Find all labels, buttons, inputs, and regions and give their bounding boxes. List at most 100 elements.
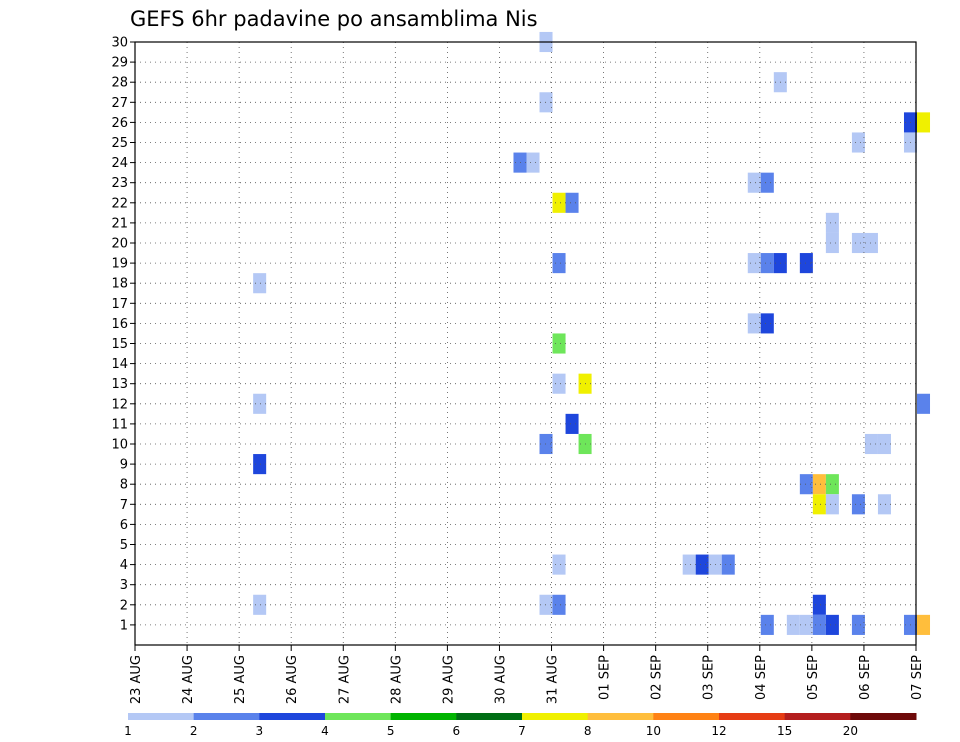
x-tick-label: 28 AUG [389,655,404,704]
colorbar-swatch [587,713,654,720]
precip-cell [825,614,839,635]
y-tick-label: 1 [120,618,128,633]
precip-cell [864,433,878,455]
colorbar-label: 15 [777,724,792,738]
y-tick-label: 19 [111,257,128,272]
precip-cell [917,112,931,133]
precip-cell [825,212,839,233]
x-tick-label: 24 AUG [181,655,196,704]
y-tick-label: 17 [111,297,128,312]
y-tick-label: 21 [111,216,128,231]
precip-cell [812,494,826,515]
colorbar-swatch [193,713,260,720]
x-tick-label: 01 SEP [598,655,613,700]
x-tick-label: 05 SEP [806,655,821,700]
precip-cell [552,333,566,354]
precip-cell [747,172,761,193]
precip-cell [786,614,800,635]
precip-cell [877,433,891,455]
colorbar-swatch [128,713,195,720]
x-tick-label: 26 AUG [285,655,300,704]
precip-cell [851,232,865,254]
x-tick-label: 30 AUG [493,655,508,704]
y-tick-label: 30 [111,36,128,51]
y-tick-label: 23 [111,176,128,191]
precip-cell [253,594,267,615]
y-tick-label: 29 [111,56,128,71]
precip-cell [760,614,774,635]
precip-cell [812,594,826,615]
precip-cell [565,192,579,213]
colorbar: 1 2 3 4 5 6 7 8 10 12 15 20 [124,713,917,738]
colorbar-label: 5 [387,724,395,738]
precip-cell [877,494,891,515]
precip-cell [253,273,267,294]
y-tick-label: 6 [120,518,128,533]
precip-cell [760,313,774,334]
x-tick-label: 07 SEP [910,655,925,700]
colorbar-swatch [850,713,917,720]
y-tick-label: 24 [111,156,128,171]
colorbar-swatch [784,713,851,720]
precip-cell [695,554,709,575]
colorbar-label: 2 [190,724,198,738]
precip-cell [799,253,813,274]
precip-cell [747,253,761,274]
y-tick-label: 18 [111,277,128,292]
precip-cell [552,192,566,213]
x-tick-label: 29 AUG [441,655,456,704]
colorbar-label: 3 [256,724,264,738]
grid-lines [134,41,917,645]
precip-cell [812,474,826,495]
precip-cell [552,554,566,575]
colorbar-swatch [653,713,720,720]
precipitation-cells [253,31,931,635]
colorbar-label: 6 [453,724,461,738]
precip-cell [760,253,774,274]
precip-cell [864,232,878,254]
y-tick-label: 3 [120,578,128,593]
colorbar-swatch [259,713,326,720]
colorbar-swatch [390,713,457,720]
x-tick-label: 23 AUG [129,655,144,704]
precip-cell [539,433,553,455]
chart-title: GEFS 6hr padavine po ansamblima Nis [130,7,538,31]
y-tick-label: 20 [111,237,128,252]
y-tick-label: 15 [111,337,128,352]
precip-cell [539,92,553,113]
precip-cell [825,232,839,254]
colorbar-label: 7 [518,724,526,738]
y-tick-label: 16 [111,317,128,332]
x-tick-label: 06 SEP [858,655,873,700]
colorbar-label: 8 [584,724,592,738]
precip-cell [552,373,566,394]
colorbar-label: 10 [646,724,661,738]
precip-cell [253,454,267,475]
y-axis: 1234567891011121314151617181920212223242… [111,36,135,633]
x-tick-label: 03 SEP [702,655,717,700]
x-tick-label: 27 AUG [337,655,352,704]
precip-cell [825,474,839,495]
precip-cell [760,172,774,193]
y-tick-label: 12 [111,397,128,412]
precip-cell [747,313,761,334]
colorbar-label: 12 [711,724,726,738]
y-tick-label: 2 [120,598,128,613]
precip-cell [721,554,735,575]
colorbar-swatch [719,713,786,720]
precip-cell [565,413,579,434]
y-tick-label: 28 [111,76,128,91]
precip-cell [526,152,540,173]
y-tick-label: 26 [111,116,128,131]
y-tick-label: 8 [120,478,128,493]
precip-cell [851,494,865,515]
y-tick-label: 7 [120,498,128,513]
precip-cell [799,474,813,495]
x-tick-label: 25 AUG [233,655,248,704]
precip-cell [917,393,931,414]
precip-cell [253,393,267,414]
y-tick-label: 5 [120,538,128,553]
y-tick-label: 27 [111,96,128,111]
x-tick-label: 31 AUG [546,655,561,704]
y-tick-label: 13 [111,377,128,392]
